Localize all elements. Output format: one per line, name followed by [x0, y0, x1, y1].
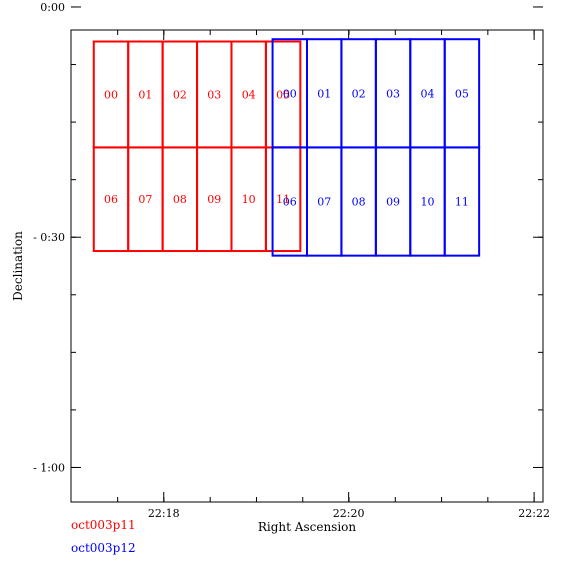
ccd-chip-label: 07	[317, 196, 331, 209]
legend-item-oct003p11: oct003p11	[71, 518, 136, 532]
x-tick-label: 22:20	[333, 507, 365, 520]
ccd-chip-label: 03	[386, 87, 400, 100]
y-tick-label: 0:00	[40, 1, 65, 14]
ccd-chip-label: 05	[455, 87, 469, 100]
y-tick-label: - 0:30	[33, 231, 65, 244]
ccd-chip-label: 00	[283, 87, 297, 100]
ccd-chip-2-11	[443, 146, 481, 257]
ccd-chip-label: 08	[352, 196, 366, 209]
ccd-chip-label: 02	[173, 88, 187, 101]
ccd-chip-label: 11	[455, 196, 469, 209]
ccd-chip-label: 07	[138, 193, 152, 206]
legend-item-oct003p12: oct003p12	[71, 541, 136, 555]
ccd-chip-label: 03	[207, 88, 221, 101]
y-axis-title: Declination	[11, 231, 25, 301]
plot-frame	[70, 29, 544, 503]
x-axis-title: Right Ascension	[258, 520, 357, 534]
ccd-chip-label: 11	[276, 193, 290, 206]
legend-label: oct003p11	[71, 518, 136, 532]
ccd-chip-label: 00	[104, 88, 118, 101]
ccd-chip-label: 05	[276, 88, 290, 101]
x-tick-label: 22:22	[518, 507, 550, 520]
ccd-chip-label: 01	[138, 88, 152, 101]
legend-label: oct003p12	[71, 541, 136, 555]
ccd-chip-group: 00 01 02 03 04 05 06 07 08 09 10 11 00 01 02 03 04 05 06 07…	[92, 38, 481, 257]
ccd-chip-label: 09	[386, 196, 400, 209]
x-tick-label: 22:18	[148, 507, 180, 520]
ccd-chip-label: 06	[104, 193, 118, 206]
ccd-chip-label: 06	[283, 196, 297, 209]
y-tick-label: - 1:00	[33, 461, 65, 474]
ccd-chip-label: 08	[173, 193, 187, 206]
ccd-chip-label: 04	[420, 87, 434, 100]
ccd-chip-label: 02	[352, 87, 366, 100]
ccd-chip-label: 01	[317, 87, 331, 100]
ccd-chip-label: 10	[420, 196, 434, 209]
ccd-chip-label: 09	[207, 193, 221, 206]
tick-group	[71, 6, 543, 502]
ccd-chip-label: 10	[242, 193, 256, 206]
tick-label-group: 22:18 22:20 22:22 - 0:30 0:00 - 1:00	[33, 1, 550, 520]
ccd-chip-label: 04	[242, 88, 256, 101]
